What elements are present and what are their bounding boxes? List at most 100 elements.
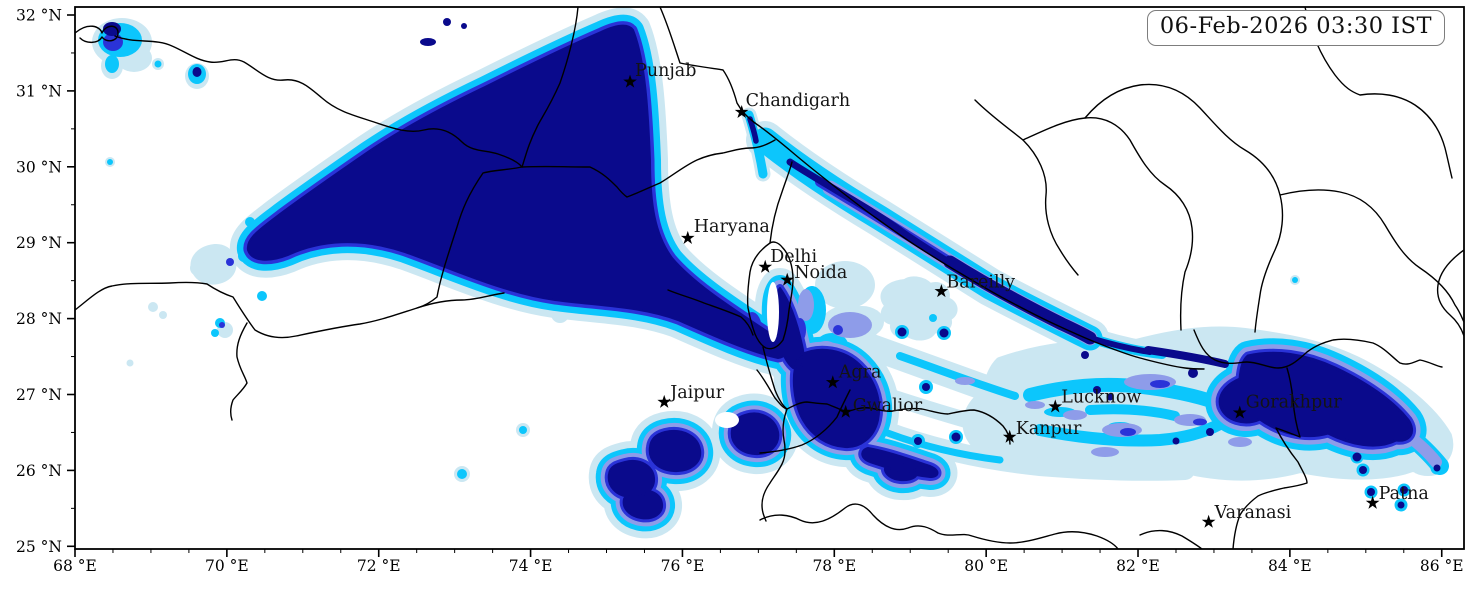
fog-region-level1 — [148, 302, 158, 312]
city-jaipur: Jaipur — [657, 383, 725, 408]
boundary-line — [754, 122, 1205, 370]
fog-region-level5 — [246, 24, 787, 359]
city-punjab: Punjab — [623, 61, 696, 88]
boundary-line — [521, 139, 776, 198]
city-label: Jaipur — [668, 383, 725, 403]
fog-region-level5 — [1367, 488, 1375, 496]
fog-region-level5 — [1144, 346, 1229, 368]
city-agra: Agra — [825, 362, 881, 389]
city-kanpur: Kanpur — [1002, 419, 1082, 443]
boundary-line — [761, 408, 788, 522]
timestamp-box: 06-Feb-2026 03:30 IST — [1146, 10, 1445, 47]
city-marker-star — [1048, 399, 1063, 413]
fog-region-level5 — [747, 116, 759, 144]
fog-region-level3 — [1025, 401, 1045, 409]
fog-region-level5 — [103, 22, 121, 36]
fog-region-level5 — [1081, 351, 1089, 359]
fog-region-level5 — [897, 327, 907, 337]
fog-region-level4 — [1193, 418, 1207, 426]
city-chandigarh: Chandigarh — [734, 91, 850, 118]
x-tick-label: 70 °E — [205, 557, 249, 575]
city-marker-star — [1365, 495, 1380, 509]
fog-region-level1 — [159, 311, 167, 319]
plot-frame — [74, 6, 1465, 550]
fog-region-level5 — [1093, 386, 1101, 394]
fog-region-level5 — [1433, 464, 1441, 472]
fog-region-level3 — [1091, 447, 1119, 457]
fog-region-level2 — [245, 217, 255, 227]
boundary-line — [1139, 529, 1203, 549]
fog-region-level1 — [126, 359, 134, 367]
city-marker-star — [734, 105, 749, 118]
fog-region-level2 — [876, 426, 1004, 464]
fog-region-level5 — [951, 432, 961, 442]
city-label: Patna — [1379, 484, 1429, 504]
city-marker-star — [657, 394, 672, 408]
fog-region-level2 — [107, 159, 113, 165]
boundary-line — [974, 99, 1079, 276]
fog-region-level2 — [105, 55, 119, 73]
boundary-line — [769, 161, 793, 244]
fog-region-level5 — [1397, 501, 1405, 509]
axis-ticks: 68 °E 70 °E 72 °E 74 °E 76 °E 78 °E 80 °E 82 °E… — [16, 7, 1464, 576]
fog-region-level5 — [1206, 428, 1214, 436]
city-marker-star — [758, 259, 773, 273]
city-gwalior: Gwalior — [838, 396, 923, 418]
city-marker-star — [680, 230, 695, 244]
city-label: Kanpur — [1016, 419, 1082, 439]
city-marker-star — [780, 272, 795, 286]
fog-region-level5 — [607, 287, 939, 520]
fog-region-level2 — [257, 291, 267, 301]
x-tick-label: 74 °E — [509, 557, 553, 575]
fog-region-level2 — [457, 469, 467, 479]
fog-region-level2 — [896, 352, 1019, 400]
boundary-line — [1084, 83, 1284, 333]
fog-region-level3 — [955, 377, 975, 385]
fog-region-level4 — [1120, 428, 1136, 436]
fog-region-level4 — [219, 322, 225, 328]
boundary-line — [1279, 189, 1464, 323]
fog-region-level5 — [1218, 351, 1413, 447]
y-tick-label: 26 °N — [16, 462, 62, 480]
fog-region-level5 — [1188, 368, 1198, 378]
city-varanasi: Varanasi — [1201, 503, 1292, 528]
fog-region-level1 — [815, 261, 875, 309]
city-marker-star — [825, 375, 840, 389]
x-tick-label: 78 °E — [812, 557, 856, 575]
boundary-line — [229, 322, 248, 421]
fog-region-level3 — [1063, 410, 1087, 420]
city-marker-star — [1232, 405, 1247, 419]
boundary-line — [1304, 7, 1453, 179]
fog-region-level2 — [929, 314, 937, 322]
fog-region-level3 — [1228, 437, 1252, 447]
fog-region-level3 — [798, 289, 814, 321]
fog-region-level5 — [1106, 393, 1114, 401]
city-bareilly: Bareilly — [934, 272, 1015, 298]
city-label: Chandigarh — [746, 91, 850, 111]
city-label: Varanasi — [1214, 503, 1292, 523]
boundary-line — [75, 281, 505, 339]
city-haryana: Haryana — [680, 217, 770, 244]
y-tick-label: 32 °N — [16, 7, 62, 25]
fog-region-level5 — [192, 67, 202, 77]
fog-region-level5 — [943, 255, 1097, 345]
city-label: Gwalior — [853, 396, 923, 416]
boundary-line — [1193, 329, 1443, 369]
x-tick-label: 84 °E — [1268, 557, 1312, 575]
fog-region-level5 — [922, 383, 930, 391]
fog-region-level5 — [1400, 486, 1408, 494]
boundary-line — [759, 503, 1119, 549]
boundary-line — [114, 35, 523, 168]
boundary-line — [75, 25, 119, 44]
city-label: Gorakhpur — [1246, 393, 1343, 413]
fog-hole — [767, 282, 779, 342]
fog-region-level5 — [1352, 452, 1362, 462]
boundary-line — [1232, 367, 1308, 549]
fog-region-level2 — [1292, 277, 1298, 283]
fog-region-level5 — [420, 38, 436, 46]
fog-region-level2 — [1034, 418, 1226, 447]
fog-hole — [715, 412, 739, 428]
x-tick-label: 68 °E — [53, 557, 97, 575]
